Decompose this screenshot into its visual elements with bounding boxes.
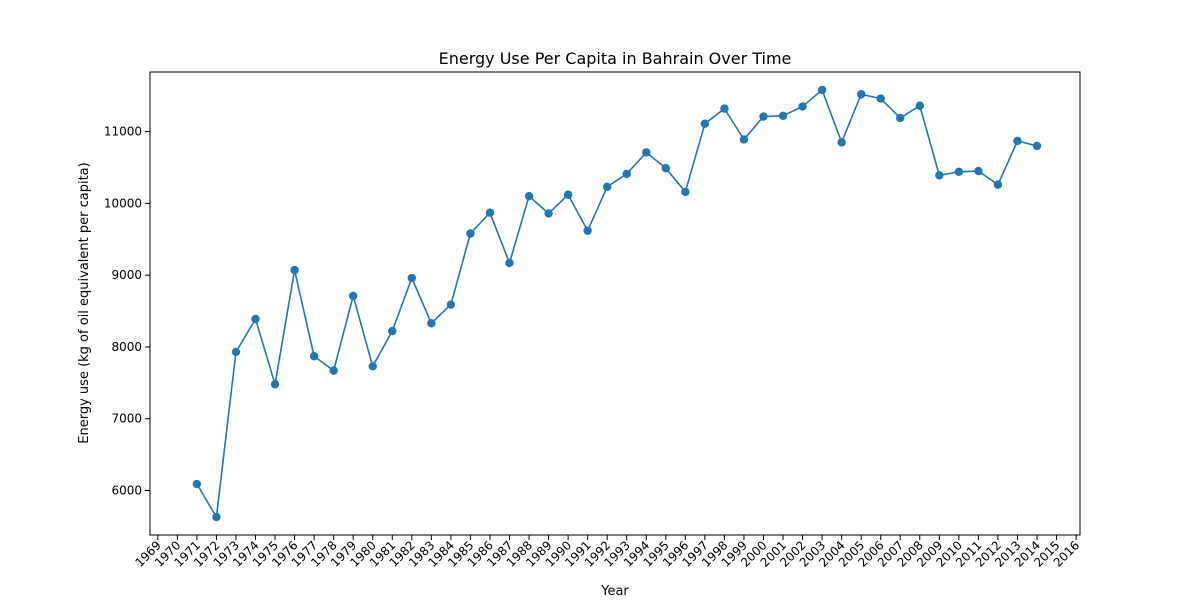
data-point [446, 300, 456, 309]
data-point [974, 166, 983, 176]
data-point [485, 208, 495, 217]
data-point [251, 314, 260, 324]
data-point [622, 169, 631, 179]
y-tick-label: 6000 [111, 483, 142, 497]
plot-frame [149, 71, 1081, 536]
data-point [388, 326, 397, 336]
data-point [954, 167, 964, 176]
data-point [720, 104, 729, 113]
data-point [505, 258, 514, 268]
data-point [368, 362, 377, 371]
data-point [1013, 136, 1022, 146]
data-point [270, 380, 280, 389]
data-point [290, 265, 299, 275]
y-tick-label: 11000 [104, 125, 142, 139]
data-point [759, 112, 768, 121]
data-point [876, 94, 885, 103]
data-point [778, 111, 788, 120]
x-axis-label: Year [600, 584, 629, 599]
data-point [309, 352, 319, 361]
data-point [192, 479, 202, 489]
data-point [642, 148, 651, 157]
y-axis-label: Energy use (kg of oil equivalent per cap… [77, 162, 92, 443]
data-point [524, 191, 534, 201]
chart-title: Energy Use Per Capita in Bahrain Over Ti… [439, 49, 792, 68]
y-tick-label: 8000 [111, 340, 142, 354]
y-tick-label: 9000 [111, 268, 142, 282]
plot-area [192, 85, 1042, 522]
data-point [563, 190, 573, 199]
data-point [935, 171, 944, 180]
series-line [196, 88, 1038, 520]
data-point [798, 102, 807, 111]
data-point [993, 180, 1003, 189]
data-point [583, 226, 592, 235]
data-point [817, 85, 827, 95]
data-point [837, 138, 846, 147]
data-point [407, 273, 417, 283]
data-point [544, 209, 553, 218]
y-tick-label: 7000 [111, 412, 142, 426]
data-point [661, 163, 670, 173]
data-point [700, 119, 710, 128]
data-point [739, 135, 749, 144]
y-tick-label: 10000 [104, 196, 142, 210]
data-point [681, 187, 690, 197]
data-point [856, 90, 866, 99]
data-point [466, 229, 475, 238]
data-point [1032, 141, 1042, 151]
data-point [348, 291, 358, 301]
data-point [915, 101, 924, 110]
y-axis: 6000 7000 8000 9000 10000 11000 [104, 125, 150, 497]
data-point [896, 113, 905, 123]
data-point [212, 512, 221, 522]
data-point [602, 182, 612, 192]
data-point [231, 347, 241, 357]
data-point [329, 366, 338, 375]
data-point [427, 319, 436, 328]
x-axis: 1969197019711972197319741975197619771978… [132, 535, 1082, 570]
